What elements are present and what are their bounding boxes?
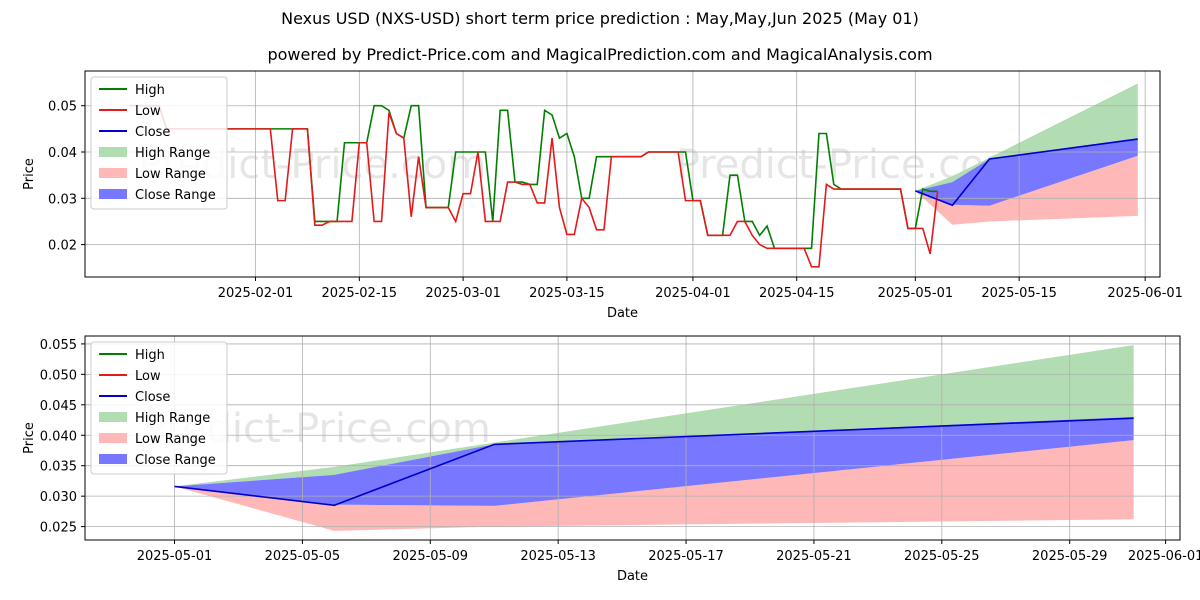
- legend-swatch-patch: [99, 168, 127, 178]
- close-series-line: [915, 138, 1138, 207]
- x-tick-label: 2025-06-01: [1107, 286, 1183, 301]
- y-tick-label: 0.025: [40, 521, 77, 536]
- legend-swatch-patch: [99, 147, 127, 157]
- chart-title: Nexus USD (NXS-USD) short term price pre…: [281, 9, 919, 28]
- x-tick-label: 2025-05-13: [520, 549, 596, 564]
- y-tick-label: 0.02: [48, 239, 77, 254]
- legend-entry: High: [135, 83, 165, 98]
- close-range-area: [174, 416, 1134, 506]
- close-series-line: [174, 417, 1134, 507]
- x-tick-label: 2025-03-01: [425, 286, 501, 301]
- low-range-area: [174, 440, 1134, 531]
- x-tick-label: 2025-05-25: [904, 549, 980, 564]
- y-tick-label: 0.055: [40, 338, 77, 353]
- chart-subtitle: powered by Predict-Price.com and Magical…: [267, 45, 933, 64]
- y-tick-label: 0.050: [40, 368, 77, 383]
- x-tick-label: 2025-02-15: [322, 286, 398, 301]
- x-axis-label: Date: [607, 306, 638, 321]
- y-tick-label: 0.040: [40, 429, 77, 444]
- low-series-line: [129, 104, 939, 268]
- x-tick-label: 2025-04-01: [655, 286, 731, 301]
- legend-swatch-patch: [99, 454, 127, 464]
- legend-swatch-patch: [99, 412, 127, 422]
- x-tick-label: 2025-05-17: [648, 549, 724, 564]
- y-tick-label: 0.05: [48, 100, 77, 115]
- legend-entry: Close: [135, 125, 170, 140]
- x-tick-label: 2025-06-01: [1128, 549, 1200, 564]
- y-tick-label: 0.035: [40, 460, 77, 475]
- legend-entry: High Range: [135, 146, 210, 161]
- high-range-area: [915, 83, 1138, 191]
- legend-entry: Close Range: [135, 453, 216, 468]
- x-tick-label: 2025-03-15: [529, 286, 605, 301]
- low-range-area: [915, 155, 1138, 225]
- plot-frame: [84, 335, 1181, 541]
- x-tick-label: 2025-05-09: [393, 549, 469, 564]
- legend-entry: High: [135, 348, 165, 363]
- legend: High Low Close High Range Low Range Close Ran…: [90, 76, 228, 210]
- legend-swatch-patch: [99, 189, 127, 199]
- legend-entry: Low Range: [135, 167, 206, 182]
- x-tick-label: 2025-05-29: [1032, 549, 1108, 564]
- close-range-area: [915, 138, 1138, 206]
- x-tick-label: 2025-02-01: [218, 286, 294, 301]
- x-tick-label: 2025-05-01: [137, 549, 213, 564]
- chart-panel-1: Predict-Price.com Predict-Price.com 0.02 0.…: [22, 70, 1183, 321]
- y-tick-label: 0.045: [40, 399, 77, 414]
- legend-entry: Low Range: [135, 432, 206, 447]
- x-tick-label: 2025-05-21: [776, 549, 852, 564]
- x-tick-label: 2025-04-15: [759, 286, 835, 301]
- legend-entry: Close Range: [135, 188, 216, 203]
- legend-entry: Low: [135, 369, 161, 384]
- legend-entry: Low: [135, 104, 161, 119]
- x-tick-label: 2025-05-15: [981, 286, 1057, 301]
- y-axis-label: Price: [22, 158, 37, 190]
- legend-entry: High Range: [135, 411, 210, 426]
- x-tick-label: 2025-05-01: [878, 286, 954, 301]
- chart-panel-2: Predict-Price.comPredict-Price.com0.0250…: [22, 335, 1200, 584]
- y-tick-label: 0.030: [40, 490, 77, 505]
- x-axis-label: Date: [617, 569, 648, 584]
- legend-swatch-patch: [99, 433, 127, 443]
- x-tick-label: 2025-05-05: [265, 549, 341, 564]
- y-tick-label: 0.03: [48, 192, 77, 207]
- legend-entry: Close: [135, 390, 170, 405]
- plot-frame: [84, 70, 1161, 278]
- legend: High Low Close High Range Low Range Close Ran…: [90, 341, 228, 475]
- y-axis-label: Price: [22, 422, 37, 454]
- y-tick-label: 0.04: [48, 146, 77, 161]
